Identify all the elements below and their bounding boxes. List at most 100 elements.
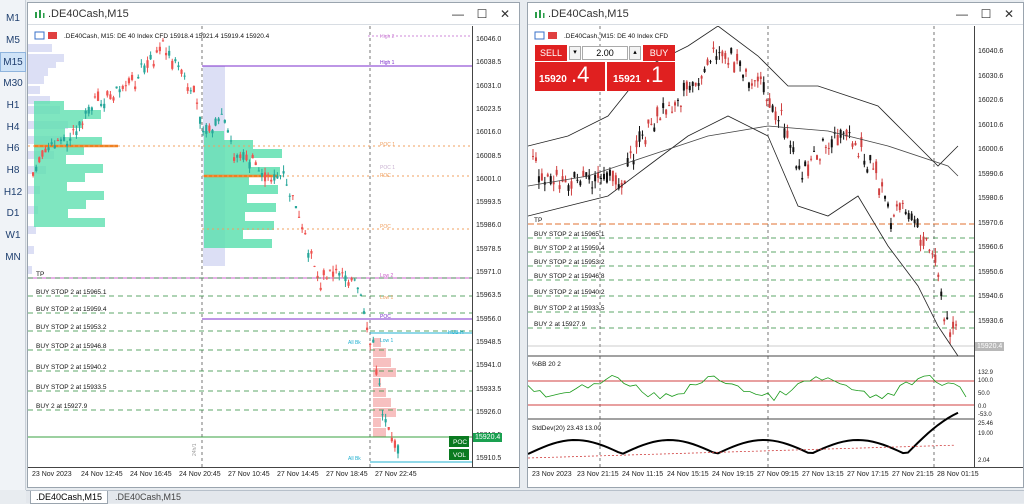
time-axis-left[interactable]: 23 Nov 2023 24 Nov 12:45 24 Nov 16:45 24 No… bbox=[28, 467, 519, 485]
minimize-icon[interactable]: — bbox=[956, 7, 968, 21]
candle-body bbox=[189, 90, 192, 92]
window-titlebar[interactable]: .DE40Cash,M15 — ☐ ✕ bbox=[528, 3, 1023, 25]
candle-body bbox=[892, 215, 895, 217]
window-titlebar[interactable]: .DE40Cash,M15 — ☐ ✕ bbox=[28, 3, 519, 25]
candle-body bbox=[608, 169, 611, 176]
candle-body bbox=[396, 445, 400, 454]
maximize-icon[interactable]: ☐ bbox=[476, 7, 488, 21]
sell-price-box[interactable]: 15920 .4 bbox=[535, 62, 605, 91]
time-tick: 27 Nov 14:45 bbox=[277, 471, 319, 478]
timeframe-m5[interactable]: M5 bbox=[6, 34, 20, 46]
candle-body bbox=[50, 142, 53, 145]
order-label: BUY STOP 2 at 15940.2 bbox=[534, 289, 605, 296]
timeframe-d1[interactable]: D1 bbox=[6, 208, 20, 220]
candle-body bbox=[931, 253, 934, 255]
candle-body bbox=[109, 94, 112, 100]
order-label: BUY STOP 2 at 15959.4 bbox=[36, 306, 107, 313]
candle-body bbox=[777, 120, 780, 122]
time-axis-right[interactable]: 23 Nov 2023 23 Nov 21:15 24 Nov 11:15 24 No… bbox=[528, 467, 1023, 485]
candle-body bbox=[233, 157, 236, 161]
candle-body bbox=[393, 440, 397, 448]
lot-increase-button[interactable]: ▴ bbox=[629, 46, 641, 60]
candle-body bbox=[579, 181, 582, 186]
candle-body bbox=[718, 52, 721, 54]
price-axis-left[interactable]: 16046.0 16038.5 16031.0 16023.5 16016.0 16008… bbox=[472, 26, 519, 467]
timeframe-w1[interactable]: W1 bbox=[5, 230, 21, 241]
timeframe-mn[interactable]: MN bbox=[5, 251, 21, 263]
timeframe-m15[interactable]: M15 bbox=[0, 52, 26, 73]
timeframe-h1[interactable]: H1 bbox=[6, 99, 20, 111]
close-icon[interactable]: ✕ bbox=[1003, 7, 1015, 21]
candle-body bbox=[665, 109, 668, 115]
vol-button bbox=[449, 449, 469, 460]
volume-profile-bar bbox=[28, 206, 38, 214]
candle-body bbox=[798, 165, 801, 169]
candle-body bbox=[177, 65, 180, 68]
buy-button[interactable]: BUY bbox=[643, 45, 675, 61]
candle-body bbox=[143, 65, 146, 73]
maximize-icon[interactable]: ☐ bbox=[980, 7, 992, 21]
candle-body bbox=[53, 145, 56, 149]
time-tick: 27 Nov 22:45 bbox=[375, 471, 417, 478]
price-tick: 15990.6 bbox=[978, 170, 1004, 178]
candle-body bbox=[904, 211, 907, 214]
price-tick: 16001.0 bbox=[476, 175, 502, 183]
lot-decrease-button[interactable]: ▾ bbox=[569, 46, 581, 60]
candle-body bbox=[638, 131, 641, 142]
candle-body bbox=[87, 106, 90, 114]
candle-body bbox=[301, 227, 304, 230]
buy-price-box[interactable]: 15921 .1 bbox=[607, 62, 675, 91]
tab-chart-1[interactable]: .DE40Cash,M15 bbox=[30, 491, 109, 504]
candle-body bbox=[768, 98, 771, 108]
candle-body bbox=[38, 157, 41, 163]
price-chart-right[interactable]: .DE40Cash, M15: DE 40 Index CFD TP BUY STO… bbox=[528, 26, 974, 467]
volume-profile-bar bbox=[373, 428, 386, 437]
candle-body bbox=[756, 76, 759, 82]
candle-body bbox=[898, 203, 901, 210]
candle-body bbox=[341, 272, 344, 274]
minimize-icon[interactable]: — bbox=[452, 7, 464, 21]
candle-body bbox=[121, 85, 124, 89]
candle-body bbox=[276, 175, 279, 179]
timeframe-m1[interactable]: M1 bbox=[6, 13, 20, 24]
price-axis-right[interactable]: 16040.6 16030.6 16020.6 16010.6 16000.6 15990… bbox=[974, 26, 1022, 467]
candle-body bbox=[214, 118, 217, 126]
volume-profile-bar bbox=[373, 408, 396, 417]
timeframe-h6[interactable]: H6 bbox=[6, 143, 20, 155]
time-tick: 24 Nov 19:15 bbox=[712, 471, 754, 478]
candle-body bbox=[650, 123, 653, 125]
chart-window-left: .DE40Cash,M15 — ☐ ✕ .DE40Cash, M15: DE 4… bbox=[27, 2, 520, 488]
time-tick: 27 Nov 09:15 bbox=[757, 471, 799, 478]
volume-profile-bar bbox=[373, 418, 381, 427]
timeframe-h12[interactable]: H12 bbox=[3, 186, 23, 198]
indicator-tick: 19.00 bbox=[978, 431, 994, 437]
time-tick: 28 Nov 01:15 bbox=[937, 471, 979, 478]
stddev-line bbox=[528, 411, 959, 455]
bollinger-lower bbox=[528, 115, 959, 357]
candle-body bbox=[344, 275, 347, 282]
candle-body bbox=[549, 176, 552, 184]
close-icon[interactable]: ✕ bbox=[499, 7, 511, 21]
time-tick: 27 Nov 21:15 bbox=[892, 471, 934, 478]
timeframe-m30[interactable]: M30 bbox=[3, 78, 23, 90]
candle-body bbox=[59, 139, 63, 142]
price-chart-left[interactable]: .DE40Cash, M15: DE 40 Index CFD 15918.4 … bbox=[28, 26, 472, 467]
candle-body bbox=[730, 48, 733, 54]
tab-chart-2[interactable]: .DE40Cash,M15 bbox=[115, 492, 182, 502]
timeframe-h4[interactable]: H4 bbox=[6, 121, 20, 133]
sell-button[interactable]: SELL bbox=[535, 45, 567, 61]
timeframe-h8[interactable]: H8 bbox=[6, 164, 20, 176]
candle-body bbox=[750, 83, 753, 86]
candle-body bbox=[603, 173, 605, 180]
candle-body bbox=[869, 155, 872, 161]
candle-body bbox=[205, 124, 208, 134]
candle-body bbox=[56, 139, 59, 142]
price-tick: 16040.6 bbox=[978, 48, 1004, 55]
candle-body bbox=[325, 277, 328, 279]
time-tick: 24 Nov 12:45 bbox=[81, 471, 123, 478]
time-tick: 27 Nov 10:45 bbox=[228, 471, 270, 478]
candle-body bbox=[801, 177, 804, 180]
lot-size-input[interactable]: 2.00 bbox=[582, 46, 628, 60]
time-tick: 24 Nov 16:45 bbox=[130, 471, 172, 478]
candle-body bbox=[106, 91, 109, 96]
